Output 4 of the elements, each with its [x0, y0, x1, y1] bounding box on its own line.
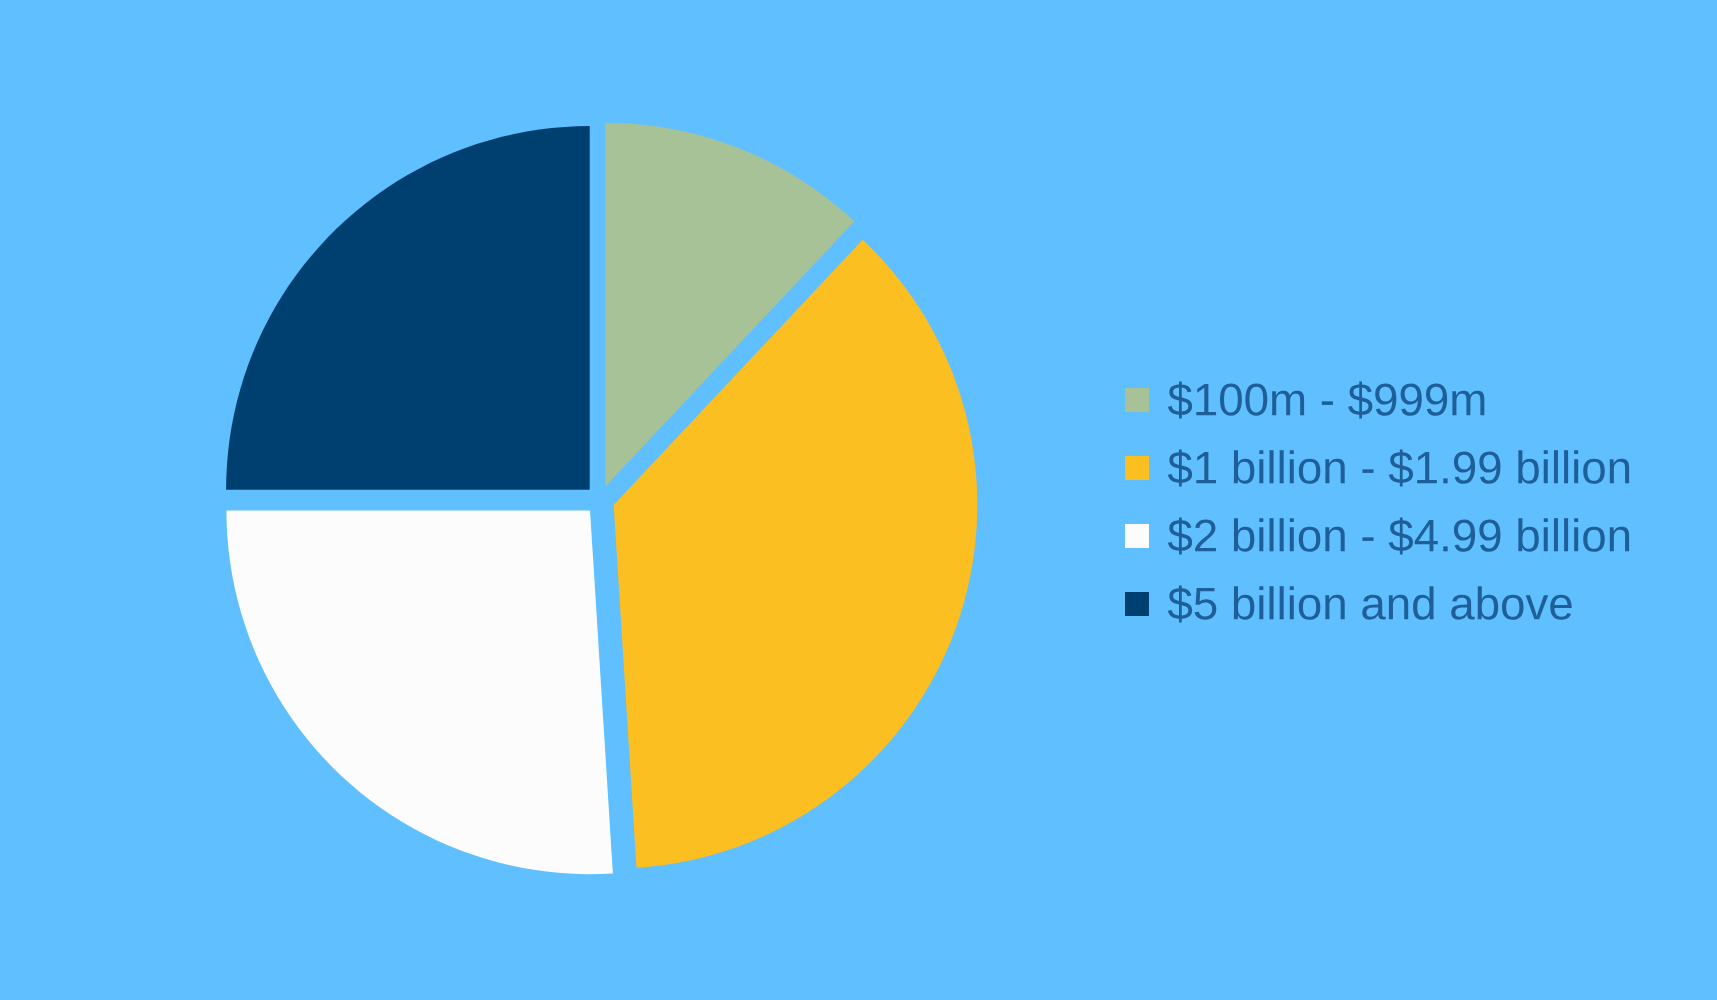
legend-label: $100m - $999m: [1167, 381, 1485, 419]
legend-label: $1 billion - $1.99 billion: [1167, 449, 1630, 487]
legend-label: $2 billion - $4.99 billion: [1167, 517, 1630, 555]
legend-label: $5 billion and above: [1167, 585, 1572, 623]
